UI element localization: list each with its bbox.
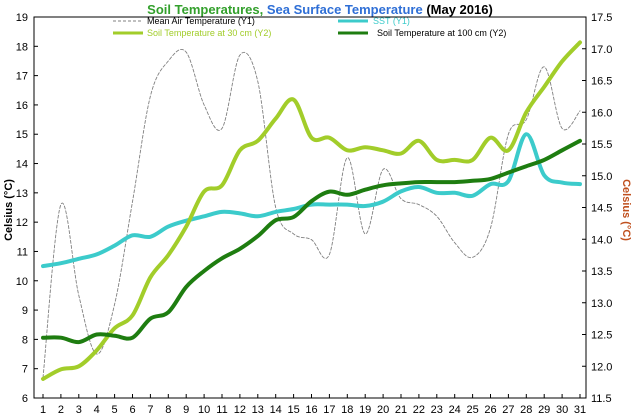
x-tick-label: 23: [431, 404, 443, 416]
y-left-tick-label: 7: [22, 364, 28, 376]
x-tick-label: 14: [270, 404, 282, 416]
x-tick-label: 25: [466, 404, 478, 416]
y-left-tick-label: 16: [16, 100, 28, 112]
x-tick-label: 8: [165, 404, 171, 416]
axes: 67891011121314151617181911.512.012.513.0…: [16, 12, 613, 416]
series-mean-air-line: [42, 48, 581, 378]
x-tick-label: 31: [574, 404, 586, 416]
x-tick-label: 6: [129, 404, 135, 416]
legend-label-mean-air: Mean Air Temperature (Y1): [147, 16, 255, 26]
x-tick-label: 28: [520, 404, 532, 416]
legend: Mean Air Temperature (Y1) SST (Y1) Soil …: [113, 16, 506, 38]
x-tick-label: 12: [234, 404, 246, 416]
x-tick-label: 5: [112, 404, 118, 416]
y-axis-left-label: Celsius (°C): [3, 179, 15, 241]
x-tick-label: 22: [413, 404, 425, 416]
y-left-tick-label: 15: [16, 129, 28, 141]
y-right-tick-label: 13.5: [591, 266, 612, 278]
y-left-tick-label: 6: [22, 393, 28, 405]
y-left-tick-label: 8: [22, 334, 28, 346]
title-separator: ,: [260, 2, 267, 17]
y-right-tick-label: 16.5: [591, 76, 612, 88]
x-tick-label: 1: [40, 404, 46, 416]
series-soil-100-line: [41, 138, 582, 345]
y-right-tick-label: 12.5: [591, 330, 612, 342]
y-right-tick-label: 14.5: [591, 203, 612, 215]
x-tick-label: 19: [359, 404, 371, 416]
x-tick-label: 7: [147, 404, 153, 416]
x-tick-label: 18: [341, 404, 353, 416]
series-soil-30-line: [41, 40, 582, 381]
x-tick-label: 30: [556, 404, 568, 416]
y-right-tick-label: 14.0: [591, 234, 612, 246]
y-left-tick-label: 12: [16, 217, 28, 229]
legend-label-sst: SST (Y1): [373, 16, 410, 26]
legend-label-soil-30: Soil Temperature at 30 cm (Y2): [147, 28, 271, 38]
y-right-tick-label: 13.0: [591, 298, 612, 310]
x-tick-label: 15: [287, 404, 299, 416]
y-axis-right-label: Celsius (°C): [620, 179, 632, 241]
x-tick-label: 4: [94, 404, 100, 416]
y-right-tick-label: 17.5: [591, 12, 612, 24]
x-tick-label: 17: [323, 404, 335, 416]
title-part-date: (May 2016): [423, 2, 493, 17]
x-tick-label: 10: [198, 404, 210, 416]
y-right-tick-label: 16.0: [591, 107, 612, 119]
x-tick-label: 3: [76, 404, 82, 416]
y-left-tick-label: 13: [16, 188, 28, 200]
x-tick-label: 11: [216, 404, 227, 416]
x-tick-label: 24: [449, 404, 461, 416]
x-tick-label: 16: [305, 404, 317, 416]
y-left-tick-label: 17: [16, 71, 28, 83]
legend-label-soil-100: Soil Temperature at 100 cm (Y2): [377, 28, 506, 38]
x-tick-label: 26: [484, 404, 496, 416]
y-right-tick-label: 12.0: [591, 361, 612, 373]
title-part-soil: Soil Temperatures: [147, 2, 259, 17]
x-tick-label: 13: [252, 404, 264, 416]
y-right-tick-label: 17.0: [591, 44, 612, 56]
x-tick-label: 20: [377, 404, 389, 416]
series-sst-line: [41, 132, 582, 269]
plot-frame: [33, 16, 587, 399]
y-left-tick-label: 18: [16, 41, 28, 53]
x-tick-label: 27: [502, 404, 514, 416]
x-tick-label: 21: [395, 404, 407, 416]
series-layer: [41, 40, 582, 381]
y-left-tick-label: 10: [16, 276, 28, 288]
y-left-tick-label: 9: [22, 305, 28, 317]
y-right-tick-label: 15.5: [591, 139, 612, 151]
y-right-tick-label: 15.0: [591, 171, 612, 183]
y-left-tick-label: 19: [16, 12, 28, 24]
title-part-sea: Sea Surface Temperature: [267, 2, 423, 17]
chart-title: Soil Temperatures, Sea Surface Temperatu…: [147, 2, 493, 17]
y-left-tick-label: 14: [16, 159, 28, 171]
y-right-tick-label: 11.5: [591, 393, 612, 405]
x-tick-label: 29: [538, 404, 550, 416]
x-tick-label: 9: [183, 404, 189, 416]
y-left-tick-label: 11: [17, 246, 28, 258]
x-tick-label: 2: [58, 404, 64, 416]
